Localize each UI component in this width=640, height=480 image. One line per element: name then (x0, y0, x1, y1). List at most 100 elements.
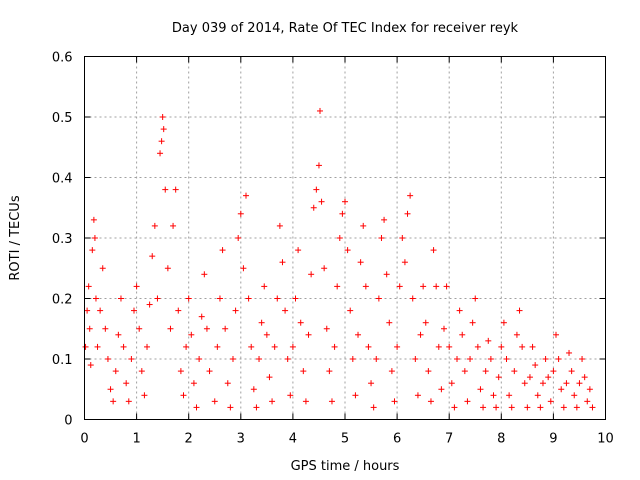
data-point (133, 283, 140, 290)
data-point (454, 356, 461, 362)
data-point (196, 356, 203, 362)
data-point (185, 295, 192, 302)
data-point (102, 325, 109, 332)
data-point (232, 307, 239, 314)
data-point (381, 216, 388, 223)
data-point (117, 295, 124, 302)
data-points (82, 107, 596, 411)
data-point (378, 235, 385, 241)
data-point (417, 331, 424, 338)
data-point (183, 343, 190, 350)
data-point (357, 259, 364, 266)
data-point (284, 356, 291, 362)
data-point (146, 301, 153, 308)
data-point (136, 325, 143, 332)
data-point (469, 319, 476, 326)
data-point (532, 362, 539, 369)
data-point (347, 307, 354, 314)
data-point (316, 107, 323, 114)
data-point (85, 283, 92, 290)
data-point (435, 343, 442, 350)
data-point (128, 356, 135, 362)
y-tick-label: 0.3 (52, 232, 73, 247)
data-point (206, 368, 213, 375)
data-point (158, 138, 165, 145)
x-tick-label: 8 (497, 432, 505, 447)
data-point (289, 343, 296, 350)
data-point (302, 398, 309, 405)
x-tick-label: 1 (132, 432, 140, 447)
data-point (427, 398, 434, 405)
data-point (539, 380, 546, 387)
data-point (368, 380, 375, 387)
data-point (493, 404, 500, 411)
data-point (433, 283, 440, 290)
data-point (467, 356, 474, 362)
y-tick-label: 0.6 (52, 51, 73, 66)
data-point (487, 356, 494, 362)
data-point (558, 386, 565, 393)
data-point (313, 186, 320, 193)
y-tick-label: 0.2 (52, 293, 73, 308)
data-point (513, 331, 520, 338)
data-point (461, 368, 468, 375)
data-point (388, 368, 395, 375)
x-axis-label: GPS time / hours (291, 459, 400, 474)
data-point (498, 343, 505, 350)
data-point (318, 198, 325, 205)
data-point (550, 368, 557, 375)
data-point (511, 368, 518, 375)
data-point (412, 356, 419, 362)
data-point (446, 343, 453, 350)
data-point (409, 295, 416, 302)
x-tick-label: 0 (80, 432, 88, 447)
data-point (245, 295, 252, 302)
y-tick-label: 0.4 (52, 172, 73, 187)
data-point (141, 392, 148, 399)
data-point (240, 265, 247, 272)
data-point (91, 235, 98, 241)
data-point (222, 325, 229, 332)
data-point (430, 247, 437, 254)
data-point (323, 325, 330, 332)
data-point (334, 283, 341, 290)
data-point (292, 295, 299, 302)
data-point (404, 210, 411, 217)
data-point (258, 319, 265, 326)
data-point (237, 210, 244, 217)
data-point (154, 295, 161, 302)
data-point (170, 222, 177, 229)
data-point (110, 398, 117, 405)
data-point (480, 404, 487, 411)
data-point (563, 380, 570, 387)
data-point (534, 392, 541, 399)
data-point (89, 247, 96, 254)
data-point (443, 283, 450, 290)
data-point (229, 356, 236, 362)
data-point (542, 356, 549, 362)
data-point (256, 356, 263, 362)
data-point (571, 392, 578, 399)
data-point (214, 343, 221, 350)
x-tick-label: 4 (289, 432, 297, 447)
data-point (97, 307, 104, 314)
data-point (362, 283, 369, 290)
data-point (422, 319, 429, 326)
data-point (576, 380, 583, 387)
data-point (553, 331, 560, 338)
data-point (172, 186, 179, 193)
data-point (448, 380, 455, 387)
data-point (399, 235, 406, 241)
data-point (349, 356, 356, 362)
data-point (177, 368, 184, 375)
data-point (130, 307, 137, 314)
data-point (216, 295, 223, 302)
x-tick-label: 5 (341, 432, 349, 447)
data-point (521, 380, 528, 387)
data-point (219, 247, 226, 254)
data-point (235, 235, 242, 241)
data-point (120, 343, 127, 350)
x-tick-label: 7 (445, 432, 453, 447)
data-point (269, 398, 276, 405)
data-point (321, 265, 328, 272)
